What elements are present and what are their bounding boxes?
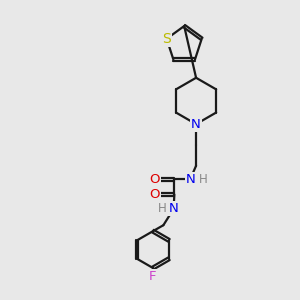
Text: O: O: [149, 188, 160, 201]
Text: O: O: [149, 172, 160, 186]
Text: N: N: [186, 172, 196, 186]
Text: F: F: [149, 270, 157, 283]
Text: H: H: [199, 172, 208, 186]
Text: H: H: [158, 202, 167, 215]
Text: N: N: [191, 118, 201, 130]
Text: N: N: [168, 202, 178, 215]
Text: S: S: [162, 32, 171, 46]
